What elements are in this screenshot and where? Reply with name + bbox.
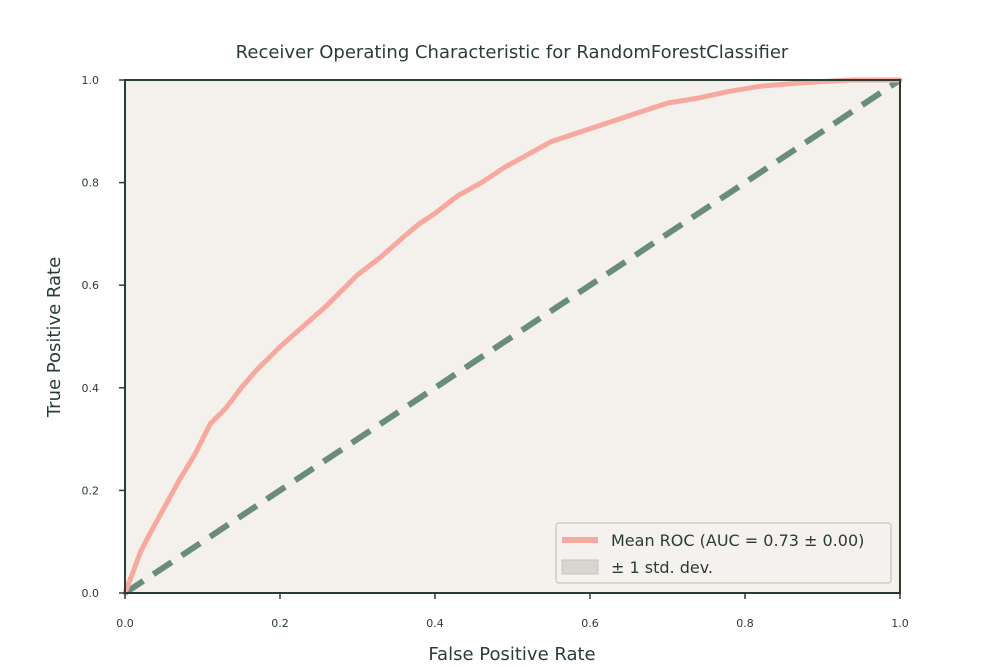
legend-std-band-label: ± 1 std. dev. (611, 558, 713, 577)
chance-diagonal-line (123, 77, 902, 596)
series-layer (122, 77, 903, 596)
legend: Mean ROC (AUC = 0.73 ± 0.00) ± 1 std. de… (555, 522, 892, 584)
x-tick-label: 0.6 (581, 617, 599, 630)
chart-title: Receiver Operating Characteristic for Ra… (236, 42, 789, 63)
legend-mean-roc-label: Mean ROC (AUC = 0.73 ± 0.00) (611, 531, 864, 550)
plot-frame (124, 79, 901, 594)
ticks-layer: 0.0 0.2 0.4 0.6 0.8 1.0 0.0 0.2 0.4 0.6 0.8 1.0 (82, 74, 909, 630)
mean-roc-curve (122, 77, 903, 596)
legend-std-band-swatch (561, 559, 599, 575)
legend-box (555, 522, 892, 584)
y-axis-label: True Positive Rate (44, 257, 65, 418)
y-tick-label: 1.0 (82, 74, 100, 87)
y-tick-label: 0.0 (82, 587, 100, 600)
x-tick-label: 1.0 (891, 617, 909, 630)
y-tick-label: 0.6 (82, 279, 100, 292)
x-tick-label: 0.4 (426, 617, 444, 630)
y-tick-label: 0.8 (82, 177, 100, 190)
y-tick-label: 0.4 (82, 382, 100, 395)
y-tick-label: 0.2 (82, 484, 100, 497)
x-tick-label: 0.2 (271, 617, 289, 630)
x-tick-label: 0.8 (736, 617, 754, 630)
x-tick-label: 0.0 (116, 617, 134, 630)
x-axis-label: False Positive Rate (428, 644, 595, 665)
